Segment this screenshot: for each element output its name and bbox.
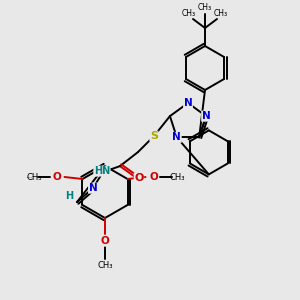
Text: CH₃: CH₃ [170, 172, 185, 182]
Text: OCH₃: OCH₃ [32, 176, 35, 177]
Text: H: H [65, 191, 73, 201]
Text: CH₃: CH₃ [27, 172, 42, 182]
Text: CH₃: CH₃ [97, 262, 113, 271]
Text: O: O [149, 172, 158, 182]
Text: O: O [100, 236, 109, 246]
Text: N: N [88, 183, 97, 193]
Text: S: S [150, 131, 158, 141]
Text: N: N [172, 132, 181, 142]
Text: N: N [184, 98, 192, 108]
Text: methoxy: methoxy [27, 176, 34, 178]
Text: CH₃: CH₃ [214, 10, 228, 19]
Text: CH₃: CH₃ [182, 10, 196, 19]
Text: O: O [134, 173, 144, 183]
Text: N: N [202, 111, 210, 121]
Text: CH₃: CH₃ [198, 4, 212, 13]
Text: O: O [52, 172, 61, 182]
Text: HN: HN [94, 166, 110, 176]
